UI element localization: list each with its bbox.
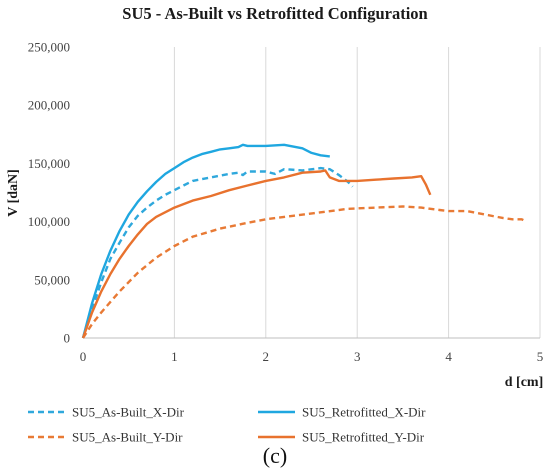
x-tick-label: 5 (537, 349, 544, 364)
y-tick-label: 250,000 (28, 40, 70, 55)
y-tick-label: 200,000 (28, 98, 70, 113)
y-tick-labels: 0 50,000 100,000 150,000 200,000 250,000 (28, 40, 70, 346)
x-tick-label: 1 (171, 349, 178, 364)
x-tick-label: 4 (445, 349, 452, 364)
y-axis-label: V [daN] (6, 169, 21, 217)
legend-label: SU5_Retrofitted_Y-Dir (302, 430, 425, 445)
y-tick-label: 50,000 (34, 272, 70, 287)
legend-label: SU5_As-Built_Y-Dir (72, 430, 183, 445)
legend-label: SU5_As-Built_X-Dir (72, 405, 185, 420)
chart-title: SU5 - As-Built vs Retrofitted Configurat… (122, 4, 427, 23)
x-tick-label: 3 (354, 349, 361, 364)
y-tick-label: 0 (64, 331, 71, 346)
grid (173, 47, 541, 338)
y-tick-label: 100,000 (28, 214, 70, 229)
y-tick-label: 150,000 (28, 156, 70, 171)
x-tick-labels: 0 1 2 3 4 5 (80, 349, 544, 364)
series-layer (81, 143, 527, 339)
series-line-2 (81, 205, 527, 339)
legend-label: SU5_Retrofitted_X-Dir (302, 405, 426, 420)
x-tick-label: 0 (80, 349, 87, 364)
series-line-1 (81, 143, 330, 339)
x-tick-label: 2 (263, 349, 270, 364)
x-axis-label: d [cm] (505, 375, 544, 390)
series-line-3 (81, 169, 432, 339)
figure-caption: (c) (263, 443, 287, 468)
legend: SU5_As-Built_X-Dir SU5_Retrofitted_X-Dir S… (28, 405, 426, 445)
